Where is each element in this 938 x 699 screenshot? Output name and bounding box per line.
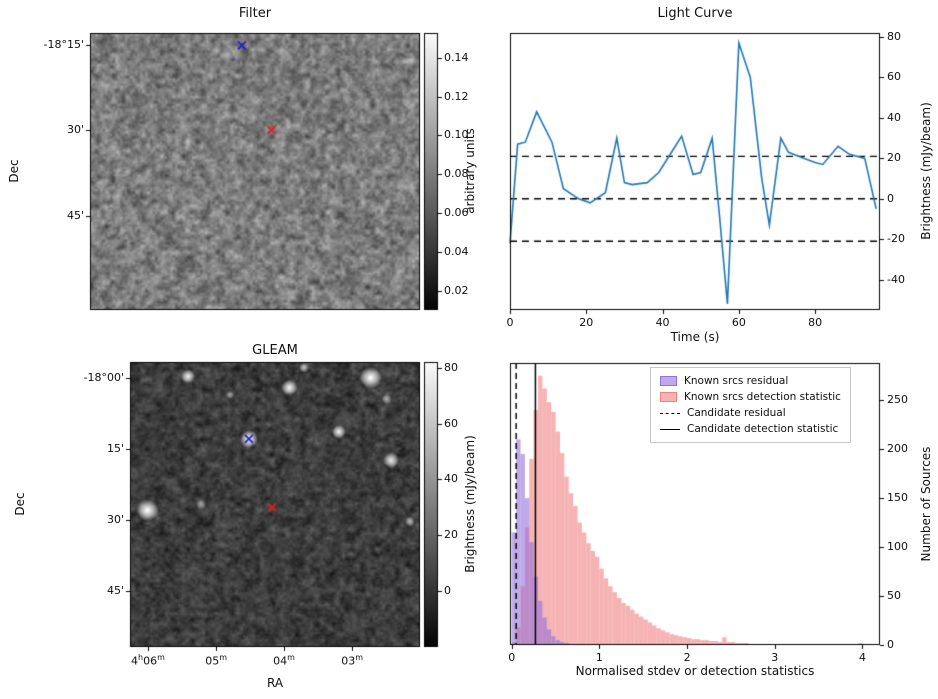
- tick-label: -20: [887, 232, 905, 246]
- fill-swatch: [660, 392, 677, 402]
- tick-label: 0.04: [444, 244, 469, 258]
- tick-label: 20: [444, 528, 458, 542]
- tick-label: 0.06: [444, 206, 469, 220]
- tick-label: 60: [731, 316, 746, 329]
- tick-label: 40: [887, 110, 901, 124]
- gleam-image: [122, 354, 428, 655]
- gleam-colorbar: [416, 354, 446, 655]
- solid-line-swatch: [660, 428, 680, 430]
- legend-entry: Known srcs detection statistic: [660, 389, 841, 405]
- tick-label: 0: [508, 651, 516, 664]
- tick-label: 0: [506, 316, 514, 329]
- tick-label: 2: [683, 651, 691, 664]
- tick-label: 150: [887, 491, 908, 505]
- light-curve-plot: [502, 25, 888, 318]
- tick-label: 4: [858, 651, 866, 664]
- legend-entry: Candidate residual: [660, 405, 841, 421]
- tick-label: 200: [887, 442, 908, 456]
- tick-label: 3: [771, 651, 779, 664]
- tick-label: 0.10: [444, 128, 469, 142]
- tick-label: -18°00': [83, 370, 125, 384]
- tick-label: 60: [444, 416, 458, 430]
- legend-label: Known srcs residual: [684, 375, 789, 387]
- gleam-ylabel: Dec: [13, 492, 27, 516]
- light-curve-title: Light Curve: [657, 6, 733, 21]
- filter-ylabel: Dec: [7, 159, 21, 183]
- tick-label: 0.02: [444, 283, 469, 297]
- legend-entry: Candidate detection statistic: [660, 421, 841, 437]
- tick-label: 15': [106, 441, 124, 455]
- tick-label: 80: [444, 360, 458, 374]
- gleam-xlabel: RA: [266, 676, 284, 690]
- tick-label: 1: [595, 651, 603, 664]
- light-curve-xlabel: Time (s): [670, 330, 720, 344]
- filter-title: Filter: [238, 6, 272, 21]
- tick-label: 0.14: [444, 50, 469, 64]
- tick-label: 05m: [205, 653, 228, 668]
- tick-label: 20: [579, 316, 594, 329]
- tick-label: 60: [887, 70, 901, 84]
- tick-label: 04m: [273, 653, 295, 668]
- tick-label: 0: [444, 584, 451, 598]
- tick-label: 30': [66, 122, 84, 136]
- legend-label: Known srcs detection statistic: [684, 391, 841, 403]
- filter-colorbar: [416, 25, 446, 318]
- tick-label: 0.08: [444, 167, 469, 181]
- filter-image: [82, 25, 428, 318]
- tick-label: 50: [887, 589, 901, 603]
- tick-label: -18°15': [43, 37, 85, 51]
- tick-label: 30': [106, 513, 124, 527]
- tick-label: 0: [887, 638, 894, 651]
- tick-label: 80: [887, 30, 901, 44]
- tick-label: 4h06m: [131, 653, 165, 668]
- tick-label: 250: [887, 393, 908, 407]
- legend-label: Candidate detection statistic: [687, 423, 839, 435]
- tick-label: 0.12: [444, 89, 469, 103]
- tick-label: 0: [887, 191, 894, 205]
- tick-label: 45': [106, 584, 124, 598]
- histogram-legend: Known srcs residual Known srcs detection …: [650, 367, 851, 443]
- fill-swatch: [660, 376, 677, 386]
- tick-label: 40: [444, 472, 458, 486]
- legend-label: Candidate residual: [687, 407, 786, 419]
- tick-label: 100: [887, 540, 908, 554]
- light-curve-ylabel: Brightness (mJy/beam): [919, 102, 933, 240]
- tick-label: 40: [655, 316, 670, 329]
- legend-entry: Known srcs residual: [660, 373, 841, 389]
- tick-label: 45': [66, 208, 84, 222]
- tick-label: 80: [808, 316, 823, 329]
- tick-label: -40: [887, 272, 905, 286]
- histogram-xlabel: Normalised stdev or detection statistics: [575, 664, 815, 678]
- dashed-line-swatch: [660, 412, 680, 414]
- tick-label: 20: [887, 151, 901, 165]
- tick-label: 03m: [341, 653, 364, 668]
